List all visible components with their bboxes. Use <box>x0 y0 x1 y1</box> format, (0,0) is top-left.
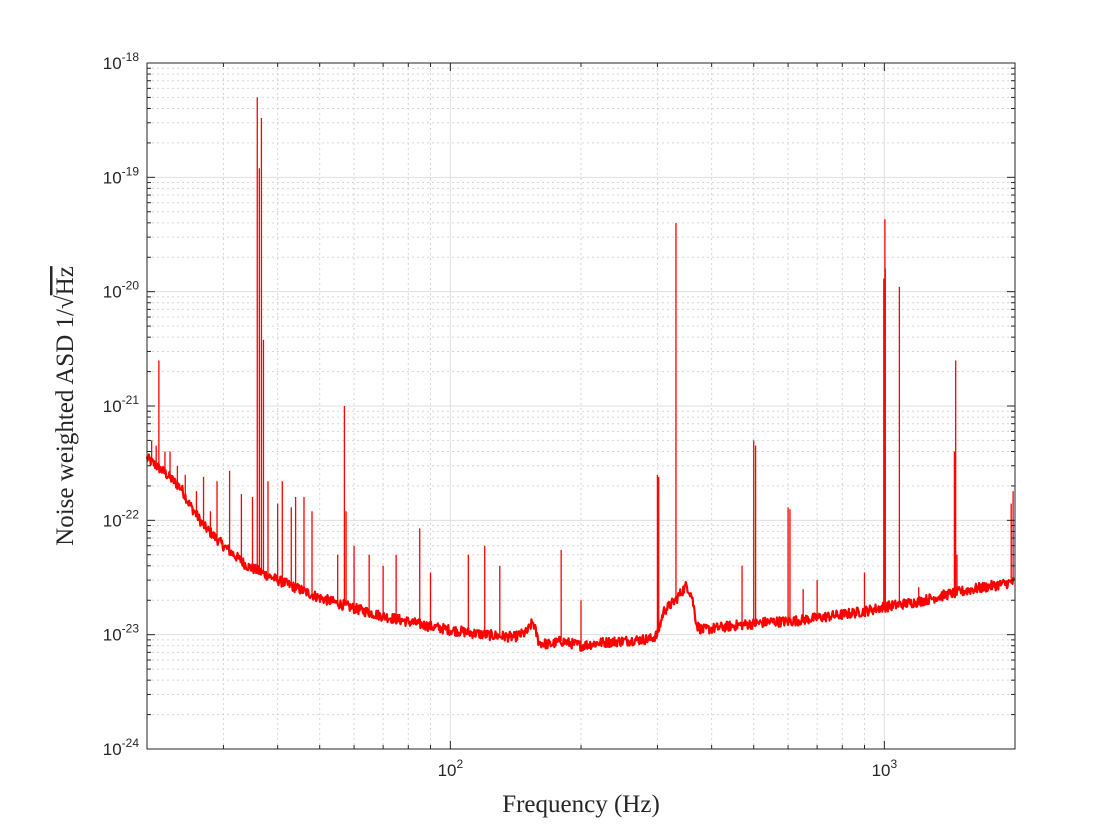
y-tick-label: 10-19 <box>103 164 140 187</box>
y-tick-label: 10-18 <box>103 50 140 73</box>
y-axis-label-prefix: Noise weighted ASD 1/ <box>52 309 79 546</box>
y-axis-label: Noise weighted ASD 1/√Hz <box>52 266 79 546</box>
series-layer <box>145 97 1016 652</box>
x-tick-label: 103 <box>872 757 898 780</box>
y-tick-labels: 10-24 10-23 10-22 10-21 10-20 10-19 10-18 <box>103 50 140 759</box>
tick-marks <box>147 62 1015 750</box>
svg-text:Noise weighted ASD 1/√Hz: Noise weighted ASD 1/√Hz <box>52 266 79 546</box>
x-tick-label: 102 <box>438 757 464 780</box>
sqrt-symbol: √ <box>52 295 79 309</box>
y-tick-label: 10-21 <box>103 393 140 416</box>
y-tick-label: 10-22 <box>103 507 140 530</box>
y-tick-label: 10-24 <box>103 736 140 759</box>
x-axis-label: Frequency (Hz) <box>502 791 660 818</box>
y-axis-label-radicand: Hz <box>52 266 79 295</box>
x-tick-labels: 102 103 <box>438 757 898 780</box>
y-tick-label: 10-20 <box>103 279 140 302</box>
y-tick-label: 10-23 <box>103 622 140 645</box>
